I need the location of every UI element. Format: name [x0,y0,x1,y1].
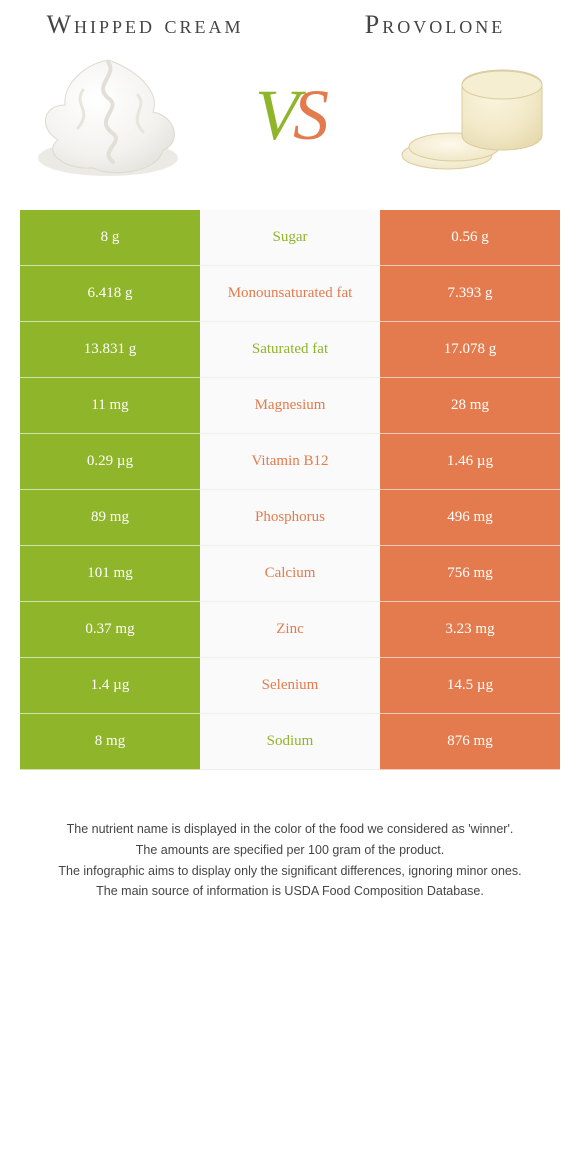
provolone-icon [392,55,552,175]
right-value: 17.078 g [380,322,560,378]
footnote-line: The infographic aims to display only the… [30,862,550,881]
right-value: 14.5 µg [380,658,560,714]
nutrient-row: 101 mgCalcium756 mg [20,546,560,602]
nutrient-row: 13.831 gSaturated fat17.078 g [20,322,560,378]
right-food-image [385,50,560,180]
vs-label: V S [255,74,325,157]
left-food-image [20,50,195,180]
nutrient-name: Calcium [200,546,380,602]
whipped-cream-icon [23,50,193,180]
footnotes: The nutrient name is displayed in the co… [20,820,560,901]
image-row: V S [20,50,560,180]
nutrient-name: Magnesium [200,378,380,434]
nutrient-row: 1.4 µgSelenium14.5 µg [20,658,560,714]
comparison-infographic: Whipped cream Provolone [0,0,580,943]
left-value: 0.37 mg [20,602,200,658]
left-value: 11 mg [20,378,200,434]
left-value: 1.4 µg [20,658,200,714]
nutrient-row: 8 mgSodium876 mg [20,714,560,770]
nutrient-row: 0.29 µgVitamin B121.46 µg [20,434,560,490]
right-value: 7.393 g [380,266,560,322]
left-value: 101 mg [20,546,200,602]
nutrient-name: Saturated fat [200,322,380,378]
footnote-line: The nutrient name is displayed in the co… [30,820,550,839]
nutrient-row: 6.418 gMonounsaturated fat7.393 g [20,266,560,322]
nutrient-name: Selenium [200,658,380,714]
vs-v: V [255,74,295,157]
left-value: 13.831 g [20,322,200,378]
nutrient-row: 11 mgMagnesium28 mg [20,378,560,434]
right-value: 496 mg [380,490,560,546]
left-value: 89 mg [20,490,200,546]
footnote-line: The main source of information is USDA F… [30,882,550,901]
nutrient-name: Zinc [200,602,380,658]
right-food-title: Provolone [320,10,550,40]
nutrient-name: Sugar [200,210,380,266]
left-value: 0.29 µg [20,434,200,490]
nutrient-row: 8 gSugar0.56 g [20,210,560,266]
nutrient-name: Monounsaturated fat [200,266,380,322]
left-food-title: Whipped cream [30,10,260,40]
nutrient-name: Vitamin B12 [200,434,380,490]
right-value: 0.56 g [380,210,560,266]
right-value: 756 mg [380,546,560,602]
nutrient-name: Sodium [200,714,380,770]
vs-s: S [293,74,325,157]
header: Whipped cream Provolone [30,10,550,40]
nutrient-name: Phosphorus [200,490,380,546]
left-value: 8 mg [20,714,200,770]
right-value: 3.23 mg [380,602,560,658]
left-value: 6.418 g [20,266,200,322]
left-value: 8 g [20,210,200,266]
right-value: 876 mg [380,714,560,770]
right-value: 1.46 µg [380,434,560,490]
right-value: 28 mg [380,378,560,434]
nutrient-row: 0.37 mgZinc3.23 mg [20,602,560,658]
footnote-line: The amounts are specified per 100 gram o… [30,841,550,860]
nutrient-table: 8 gSugar0.56 g6.418 gMonounsaturated fat… [20,210,560,770]
nutrient-row: 89 mgPhosphorus496 mg [20,490,560,546]
